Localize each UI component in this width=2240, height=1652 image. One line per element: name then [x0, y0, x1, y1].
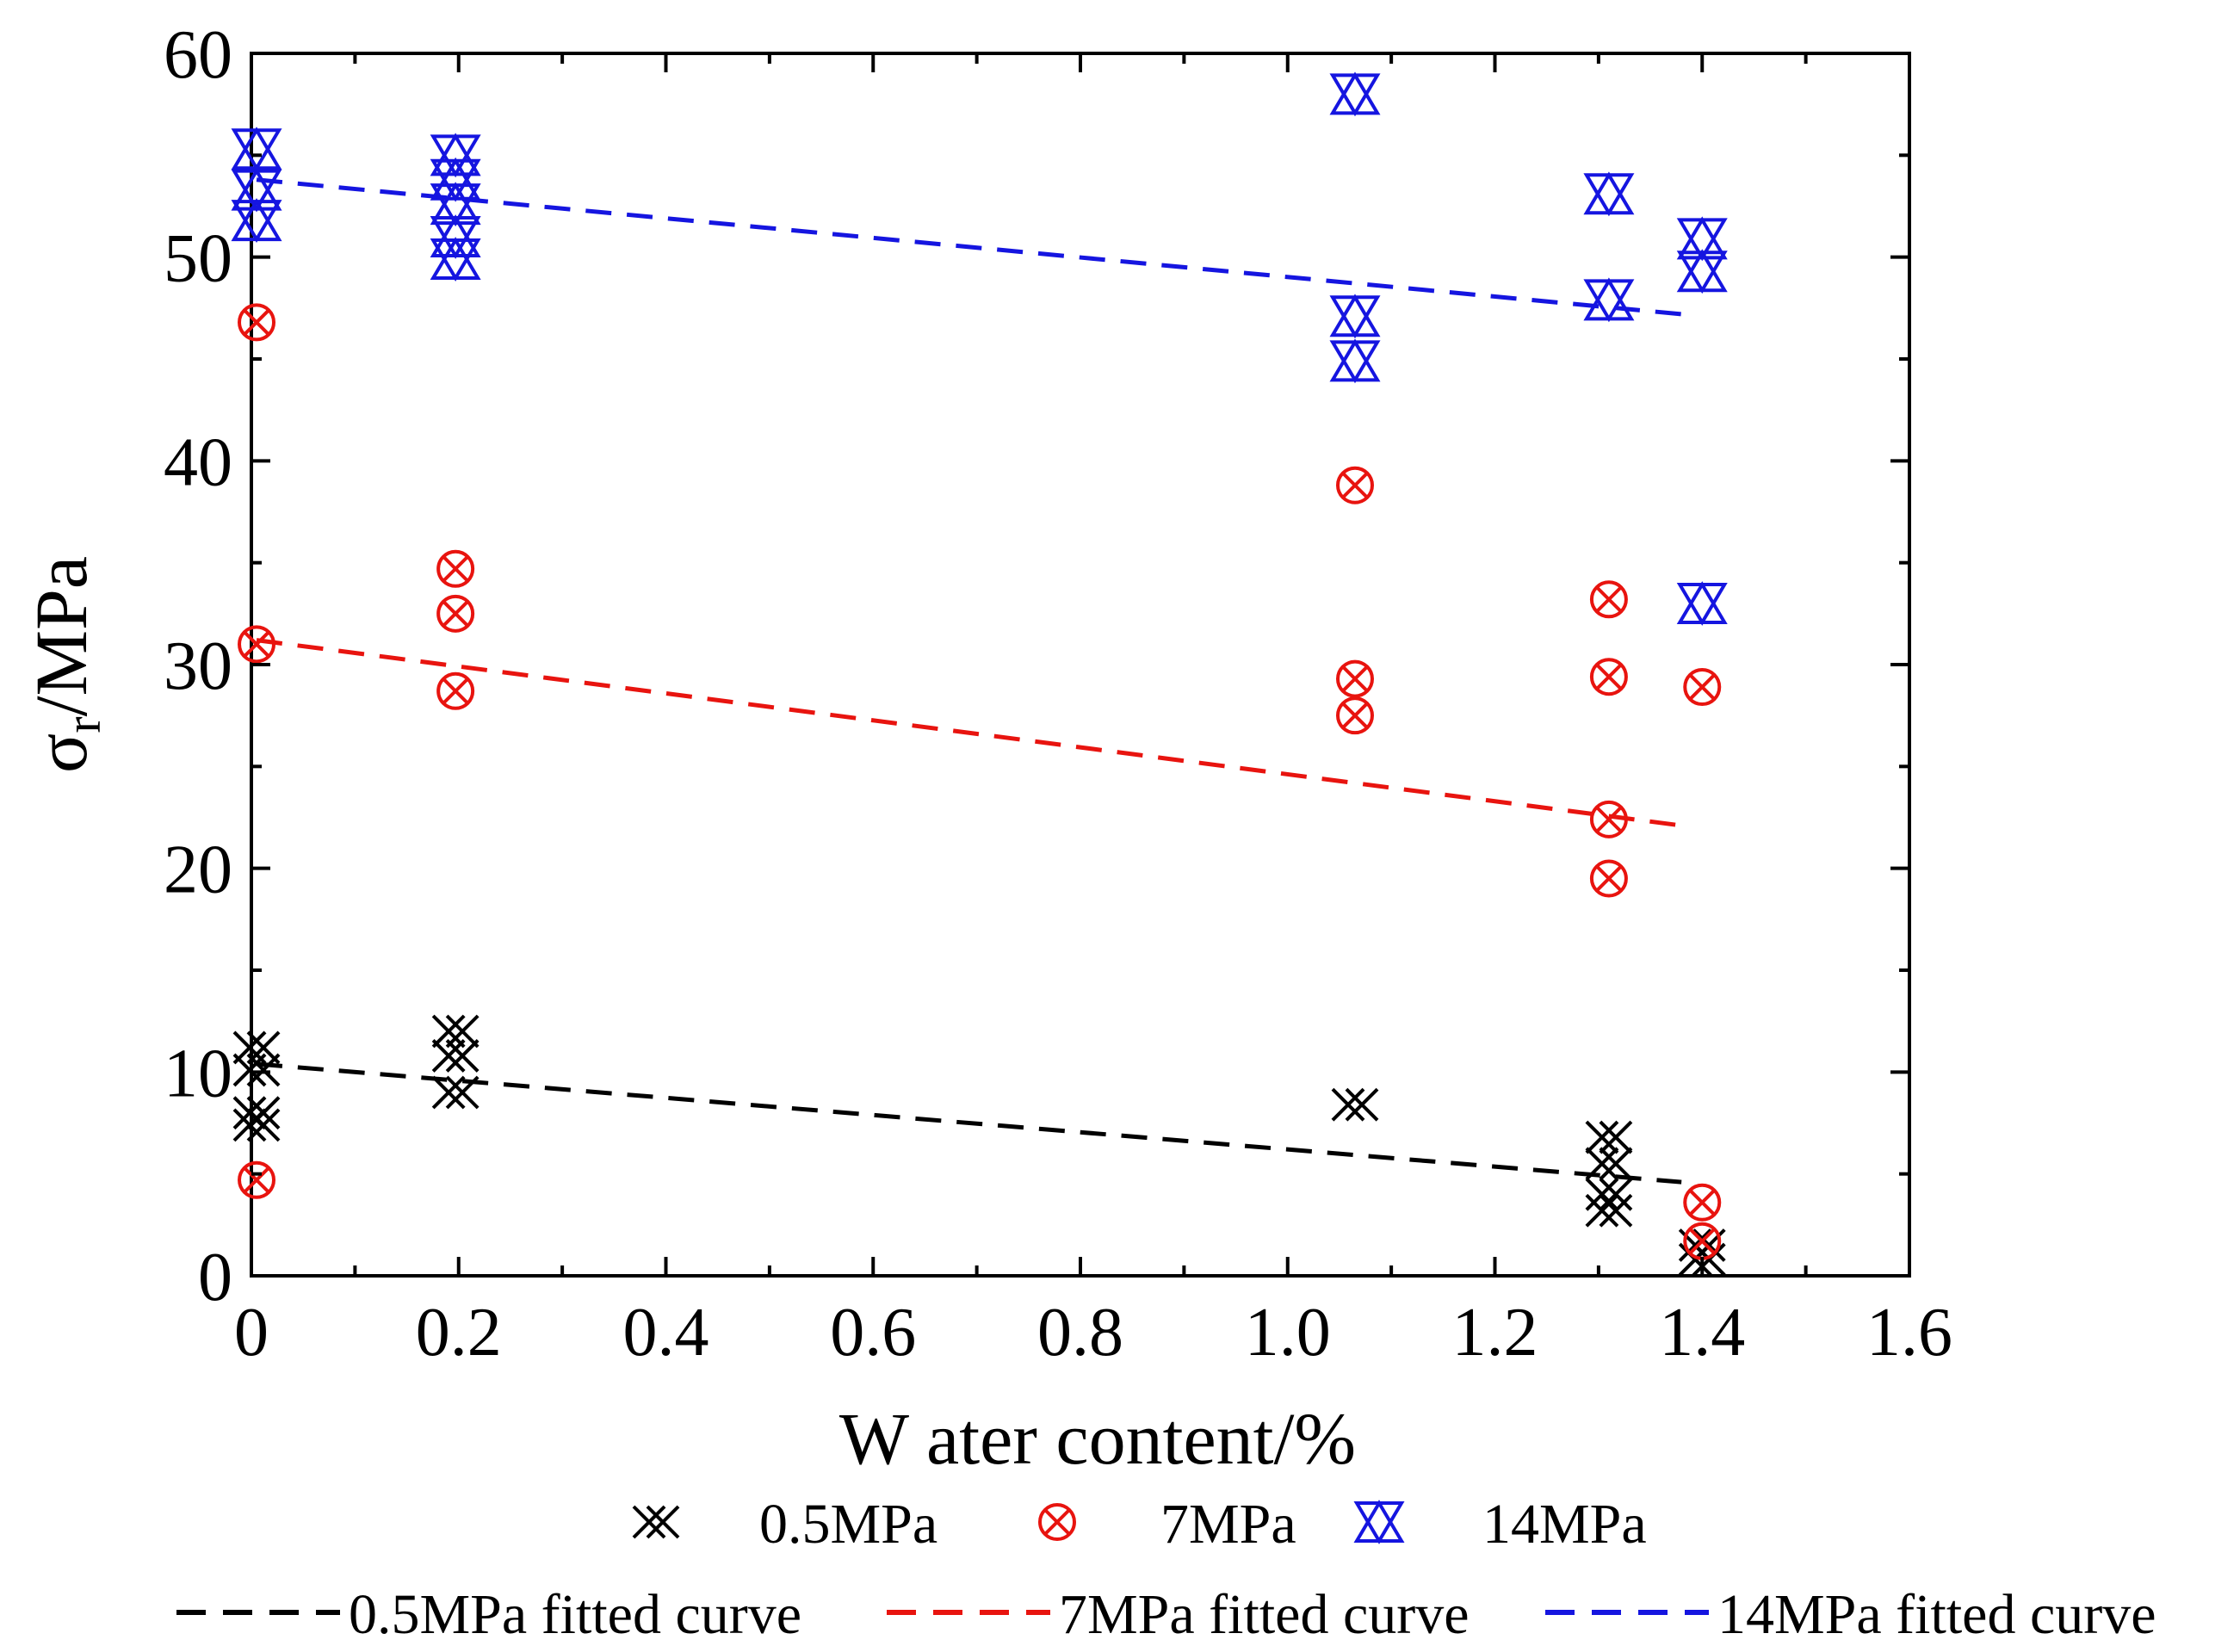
y-tick-label: 10: [164, 1036, 232, 1111]
data-point: [431, 1038, 480, 1073]
data-point: [430, 214, 481, 259]
data-point: [430, 157, 481, 202]
data-point: [1589, 800, 1628, 838]
data-point: [430, 237, 481, 282]
data-point: [231, 198, 282, 243]
y-axis-title-symbol: σ: [20, 733, 102, 773]
data-point: [1335, 659, 1374, 698]
data-point: [431, 1075, 480, 1110]
y-tick-label: 20: [164, 832, 232, 908]
axis-ticks: [250, 52, 1911, 1278]
data-point: [1583, 171, 1635, 217]
data-point: [231, 167, 282, 213]
legend-label: 14MPa: [1482, 1493, 1647, 1556]
data-point: [1676, 249, 1728, 294]
data-point: [238, 1160, 276, 1199]
data-point: [238, 625, 276, 664]
legend-label: 14MPa fitted curve: [1717, 1583, 2156, 1646]
y-tick-label: 0: [198, 1240, 232, 1315]
fitted-curve-line: [256, 638, 1682, 828]
y-axis-title-subscript: r: [55, 716, 111, 733]
data-point: [1585, 1193, 1633, 1228]
legend-label: 7MPa fitted curve: [1059, 1583, 1470, 1646]
plot-frame: [250, 52, 1911, 1278]
data-point: [436, 671, 475, 710]
data-point: [1589, 859, 1628, 898]
data-point: [1683, 1183, 1722, 1222]
legend-label: 7MPa: [1160, 1493, 1296, 1556]
data-point: [1331, 1087, 1379, 1122]
plot-area-border: [250, 52, 1911, 1278]
data-point: [1585, 1177, 1633, 1211]
fitted-curve-line: [256, 1061, 1682, 1185]
legend: 0.5MPa 7MPa 14MPa 0.5MPa fitted curve 7MPa f…: [176, 1493, 2156, 1646]
data-point: [1676, 216, 1728, 262]
x-tick-label: 1.2: [1452, 1295, 1538, 1370]
data-point: [1683, 668, 1722, 707]
x-tick-label: 0.6: [830, 1295, 916, 1370]
data-point: [1329, 338, 1381, 384]
data-point: [1676, 581, 1728, 626]
legend-label: 0.5MPa: [759, 1493, 937, 1556]
x-tick-label: 1.6: [1866, 1295, 1952, 1370]
data-point: [1335, 466, 1374, 504]
data-point: [430, 182, 481, 227]
data-point: [232, 1108, 281, 1142]
data-point: [431, 1014, 480, 1049]
data-markers: [231, 71, 1728, 1277]
legend-marker: [1038, 1503, 1076, 1541]
y-axis-title: σr/MPa: [20, 556, 111, 773]
legend-label: 0.5MPa fitted curve: [349, 1583, 801, 1646]
fitted-curve-line: [256, 177, 1682, 317]
x-tick-label: 1.0: [1245, 1295, 1331, 1370]
data-point: [238, 303, 276, 342]
y-tick-label: 30: [164, 628, 232, 704]
data-point: [232, 1030, 281, 1065]
data-point: [1329, 71, 1381, 117]
data-point: [1583, 277, 1635, 323]
data-point: [231, 127, 282, 172]
axis-tick-labels: 0 0.2 0.4 0.6 0.8 1.0 1.2 1.4 1.6 0 10 20 30 40 50 60: [164, 17, 1952, 1370]
data-point: [1329, 294, 1381, 339]
y-axis-title-unit: /MPa: [20, 556, 102, 716]
data-point: [1585, 1120, 1633, 1154]
y-tick-label: 50: [164, 221, 232, 297]
x-tick-label: 0.4: [623, 1295, 709, 1370]
y-tick-label: 60: [164, 17, 232, 93]
data-point: [1335, 696, 1374, 735]
y-tick-label: 40: [164, 424, 232, 500]
x-tick-label: 0.8: [1037, 1295, 1123, 1370]
fitted-curves: [256, 177, 1682, 1185]
x-tick-label: 1.4: [1659, 1295, 1745, 1370]
legend-marker: [632, 1505, 680, 1539]
data-point: [1589, 658, 1628, 696]
x-axis-title: W ater content/%: [839, 1397, 1356, 1480]
data-point: [232, 1053, 281, 1087]
data-point: [430, 133, 481, 178]
x-tick-label: 0.2: [416, 1295, 502, 1370]
data-point: [1678, 1242, 1726, 1277]
legend-marker: [1353, 1500, 1405, 1544]
data-point: [1589, 580, 1628, 619]
x-tick-label: 0: [234, 1295, 269, 1370]
data-point: [436, 549, 475, 588]
data-point: [436, 594, 475, 633]
data-point: [232, 1096, 281, 1130]
data-point: [1585, 1147, 1633, 1181]
